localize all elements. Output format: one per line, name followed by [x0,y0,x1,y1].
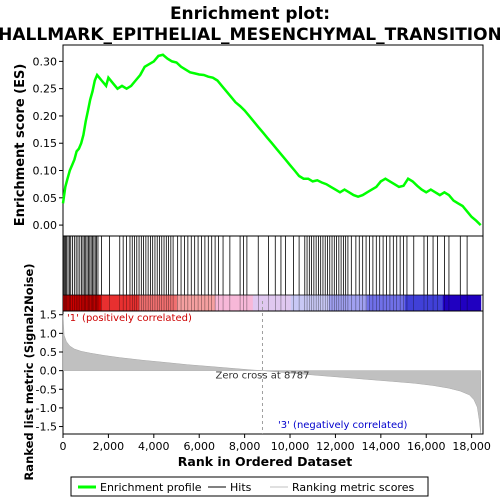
x-tick-label: 8,000 [229,440,261,453]
es-y-tick-label: 0.10 [33,165,58,178]
metric-panel-frame [62,310,484,435]
legend-ranking-metric-label: Ranking metric scores [292,481,414,494]
metric-panel: -1.5 -1.0 -0.5 0.0 0.5 1.0 1.5 Zero cross at 8… [22,263,484,481]
metric-y-tick-label: 0.5 [40,346,58,359]
metric-y-tick-label: -0.5 [36,383,57,396]
es-y-tick-label: 0.20 [33,110,58,123]
x-tick-label: 4,000 [138,440,170,453]
es-y-tick-label: 0.00 [33,219,58,232]
x-tick-label: 6,000 [183,440,215,453]
x-axis-label: Rank in Ordered Dataset [178,454,352,469]
color-bar-segment [442,295,482,311]
negative-correlation-label: '3' (negatively correlated) [278,420,407,431]
x-tick-label: 12,000 [316,440,355,453]
metric-y-axis: -1.5 -1.0 -0.5 0.0 0.5 1.0 1.5 [36,309,63,434]
legend-enrichment-profile-label: Enrichment profile [100,481,202,494]
es-y-axis: 0.00 0.05 0.10 0.15 0.20 0.25 0.30 [33,55,63,232]
color-bar-segment [214,295,254,311]
es-y-tick-label: 0.15 [33,137,58,150]
es-panel-frame [62,44,484,237]
metric-y-tick-label: 1.5 [40,309,58,322]
ranking-color-bar [63,294,483,311]
color-bar-segment [176,295,216,311]
metric-y-tick-label: -1.0 [36,402,57,415]
x-tick-label: 0 [60,440,67,453]
es-y-tick-label: 0.25 [33,83,58,96]
chart-title-line-2: HALLMARK_EPITHELIAL_MESENCHYMAL_TRANSITI… [0,25,500,45]
color-bar-segment [366,295,406,311]
legend-hits-label: Hits [230,481,252,494]
metric-y-tick-label: -1.5 [36,421,57,434]
color-bar-segment [290,295,330,311]
x-tick-label: 2,000 [93,440,125,453]
metric-y-tick-label: 0.0 [40,365,58,378]
color-bar-segment [63,295,102,311]
es-y-tick-label: 0.30 [33,55,58,68]
es-panel: 0.00 0.05 0.10 0.15 0.20 0.25 0.30 Enrichment … [13,44,484,237]
es-y-axis-label: Enrichment score (ES) [13,64,28,227]
hit-lines [63,236,468,295]
es-y-tick-label: 0.05 [33,192,58,205]
ranking-metric-area [62,313,481,434]
positive-correlation-label: '1' (positively correlated) [67,313,192,324]
metric-y-axis-label: Ranked list metric (Signal2Noise) [22,263,36,480]
x-tick-label: 10,000 [271,440,310,453]
metric-y-tick-label: 1.0 [40,327,58,340]
x-tick-label: 16,000 [407,440,446,453]
enrichment-profile-line [61,53,482,226]
x-tick-label: 14,000 [362,440,401,453]
x-tick-label: 18,000 [452,440,491,453]
zero-cross-label: Zero cross at 8787 [215,371,309,382]
color-bar-segment [138,295,178,311]
hits-panel [62,235,484,312]
legend-box [70,476,429,497]
x-axis: 0 2,000 4,000 6,000 8,000 10,000 12,000 14,000 1… [60,434,491,453]
chart-title-line-1: Enrichment plot: [170,4,330,24]
legend: Enrichment profile Hits Ranking metric s… [70,476,429,497]
color-bar-segment [100,295,140,311]
